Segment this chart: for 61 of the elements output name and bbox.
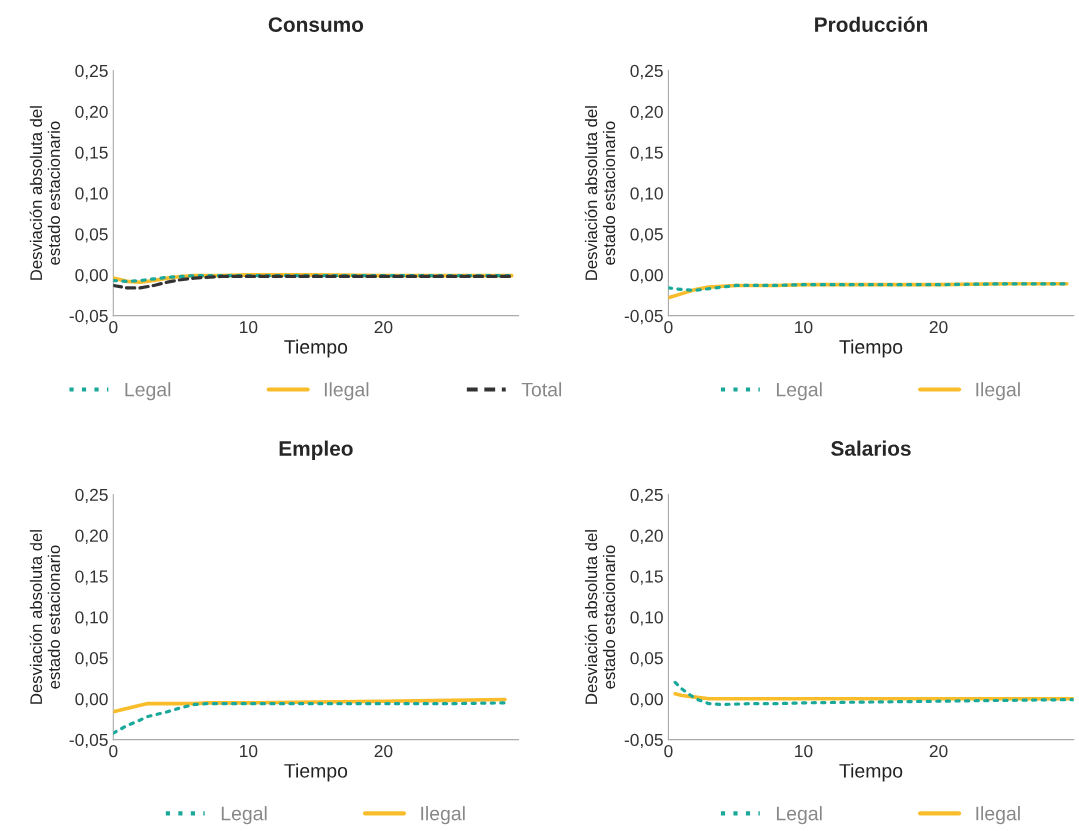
y-tick-label: 0,25 [630,64,663,80]
legend-label: Ilegal [976,806,1020,825]
y-tick-label: -0,05 [624,309,663,325]
legend-label: Ilegal [324,382,369,401]
y-tick-label: 0,05 [75,652,108,667]
y-tick-label: 0,00 [630,269,663,284]
legend-label: Legal [125,382,171,401]
y-tick-label: 0,05 [630,228,663,243]
x-axis-title: Tiempo [284,339,348,358]
y-axis-title: Desviación absoluta del estado estacionario [584,530,616,704]
x-tick-label: 20 [374,320,393,334]
x-tick-label: 10 [795,744,813,758]
chart-title: Consumo [268,17,364,32]
y-tick-label: 0,15 [75,146,108,161]
x-axis-title: Tiempo [839,763,903,782]
y-tick-label: 0,25 [75,488,108,504]
y-axis-title: Desviación absoluta del estado estacionario [29,106,61,280]
x-tick-label: 0 [664,744,673,758]
x-tick-label: 10 [795,320,813,334]
y-axis-title: Desviación absoluta del estado estacionario [584,106,616,280]
legend-label: Legal [776,806,822,825]
x-tick-label: 10 [240,320,258,334]
y-tick-label: 0,00 [630,692,663,708]
y-tick-label: 0,00 [75,269,108,284]
legend-label: Legal [221,806,267,825]
y-tick-label: 0,15 [630,146,663,161]
y-tick-label: 0,10 [630,187,663,202]
y-tick-label: 0,20 [75,529,108,544]
y-tick-label: 0,10 [75,611,108,626]
y-tick-label: 0,05 [75,228,108,243]
y-tick-label: 0,20 [75,105,108,120]
chart-title: Producción [815,16,928,32]
y-tick-label: -0,05 [69,309,108,325]
y-tick-label: -0,05 [69,733,108,749]
chart-title: Empleo [279,440,353,460]
x-tick-label: 10 [240,744,258,758]
legend-label: Ilegal [421,806,465,825]
x-axis-title: Tiempo [839,339,903,358]
chart-title: Salarios [831,440,911,456]
y-tick-label: 0,20 [630,529,663,544]
y-tick-label: 0,25 [75,64,108,80]
legend-label: Total [521,382,562,397]
x-tick-label: 20 [374,744,393,758]
y-tick-label: 0,00 [75,692,108,708]
x-tick-label: 0 [664,320,673,334]
y-tick-label: 0,20 [630,105,663,120]
legend-label: Legal [776,382,822,401]
y-tick-label: 0,15 [75,570,108,585]
y-tick-label: -0,05 [624,733,663,749]
y-tick-label: 0,05 [630,652,663,667]
x-tick-label: 0 [109,744,118,758]
x-tick-label: 20 [929,320,948,334]
x-axis-title: Tiempo [284,763,348,782]
x-tick-label: 0 [109,320,118,334]
y-axis-title: Desviación absoluta del estado estacionario [29,530,61,704]
y-tick-label: 0,15 [630,570,663,585]
y-tick-label: 0,10 [630,611,663,626]
legend-label: Ilegal [976,382,1020,401]
y-tick-label: 0,10 [75,187,108,202]
y-tick-label: 0,25 [630,488,663,504]
x-tick-label: 20 [929,744,948,758]
